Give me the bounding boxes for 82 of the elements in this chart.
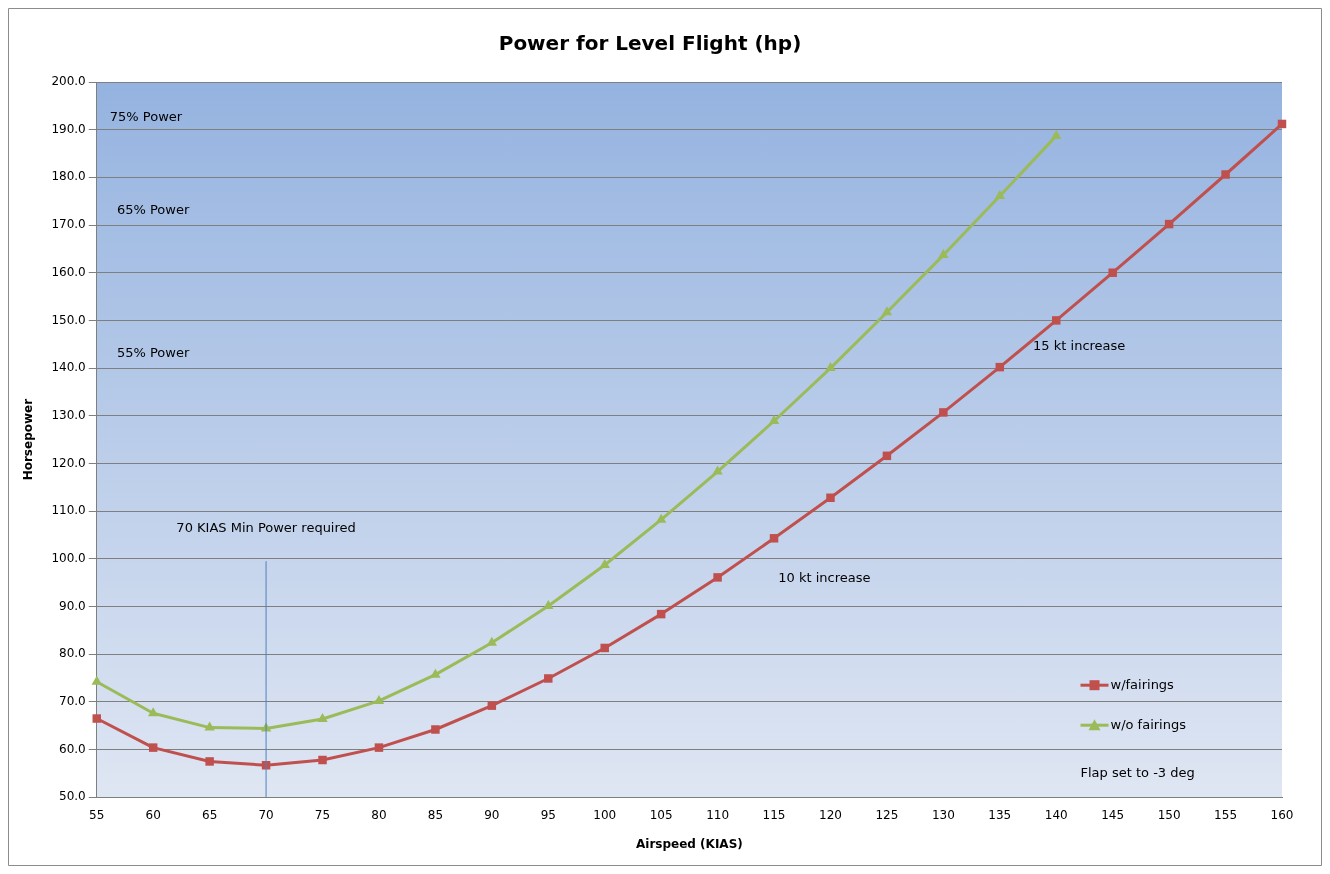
y-tick-label: 160.0 xyxy=(51,264,86,279)
point xyxy=(148,743,158,752)
chart-title: Power for Level Flight (hp) xyxy=(498,31,802,56)
point xyxy=(544,674,553,683)
point xyxy=(768,415,780,425)
point xyxy=(712,465,723,475)
y-tick-label: 170.0 xyxy=(51,217,86,232)
x-tick-label: 65 xyxy=(201,807,218,822)
point xyxy=(1108,268,1117,277)
point xyxy=(600,643,609,653)
point xyxy=(487,701,497,710)
y-axis-title: Horsepower xyxy=(21,398,36,481)
x-tick-label: 105 xyxy=(649,807,673,822)
point xyxy=(486,636,498,646)
point xyxy=(769,534,779,543)
annotation: Flap set to -3 deg xyxy=(1080,764,1195,780)
point xyxy=(205,757,214,766)
y-tick-label: 150.0 xyxy=(51,312,86,327)
legend-label: w/o fairings xyxy=(1110,716,1187,732)
y-tick-label: 180.0 xyxy=(51,169,86,184)
annotation: 65% Power xyxy=(116,202,190,218)
y-tick-label: 100.0 xyxy=(51,550,86,565)
ref-line-label: 70 KIAS Min Power required xyxy=(176,520,356,536)
point xyxy=(655,513,667,523)
y-tick-label: 140.0 xyxy=(51,360,86,375)
y-tick-label: 130.0 xyxy=(51,407,86,422)
point xyxy=(91,675,102,685)
point xyxy=(373,694,385,704)
y-tick-label: 70.0 xyxy=(59,693,86,708)
y-tick-label: 60.0 xyxy=(59,741,86,756)
point xyxy=(939,408,948,417)
point xyxy=(713,573,722,582)
point xyxy=(543,600,554,609)
point xyxy=(1051,129,1062,139)
point xyxy=(318,755,327,765)
point xyxy=(317,713,328,723)
annotation: 10 kt increase xyxy=(778,570,871,586)
x-tick-label: 70 xyxy=(258,807,274,822)
point xyxy=(881,306,893,316)
x-tick-label: 150 xyxy=(1157,807,1181,822)
point xyxy=(599,559,610,568)
annotation: 15 kt increase xyxy=(1033,338,1126,353)
point xyxy=(148,707,159,717)
point xyxy=(374,743,384,752)
x-tick-label: 155 xyxy=(1214,807,1238,822)
point xyxy=(826,493,835,503)
point xyxy=(825,362,836,372)
y-tick-label: 50.0 xyxy=(59,789,86,804)
y-tick-label: 80.0 xyxy=(59,646,86,661)
x-tick-label: 60 xyxy=(145,807,161,822)
y-tick-label: 90.0 xyxy=(59,598,86,613)
x-tick-label: 55 xyxy=(89,807,105,822)
x-tick-label: 145 xyxy=(1101,807,1125,822)
x-tick-label: 90 xyxy=(484,807,500,822)
point xyxy=(994,189,1005,199)
point xyxy=(92,714,101,723)
point xyxy=(204,721,215,731)
y-tick-label: 110.0 xyxy=(51,503,86,518)
x-tick-label: 75 xyxy=(314,807,331,822)
x-tick-label: 120 xyxy=(819,807,842,822)
x-tick-label: 130 xyxy=(931,807,955,822)
x-tick-label: 85 xyxy=(427,807,444,822)
point xyxy=(938,249,949,259)
x-tick-label: 80 xyxy=(371,807,387,822)
y-tick-label: 120.0 xyxy=(51,455,86,470)
annotation: 75% Power xyxy=(109,109,183,125)
x-tick-label: 125 xyxy=(875,807,899,822)
x-tick-label: 140 xyxy=(1044,807,1068,822)
x-tick-label: 95 xyxy=(540,807,556,822)
point xyxy=(431,725,440,734)
annotation: 55% Power xyxy=(116,345,190,361)
x-tick-label: 135 xyxy=(988,807,1012,822)
x-tick-label: 160 xyxy=(1270,807,1294,822)
point xyxy=(1221,170,1230,179)
x-tick-label: 115 xyxy=(762,807,786,822)
y-tick-label: 190.0 xyxy=(51,121,86,136)
legend-label: w/fairings xyxy=(1110,676,1175,692)
x-tick-label: 100 xyxy=(593,807,617,822)
point xyxy=(1052,316,1061,325)
x-tick-label: 110 xyxy=(706,807,730,822)
y-tick-label: 200.0 xyxy=(51,74,86,89)
x-axis-title: Airspeed (KIAS) xyxy=(635,836,743,851)
